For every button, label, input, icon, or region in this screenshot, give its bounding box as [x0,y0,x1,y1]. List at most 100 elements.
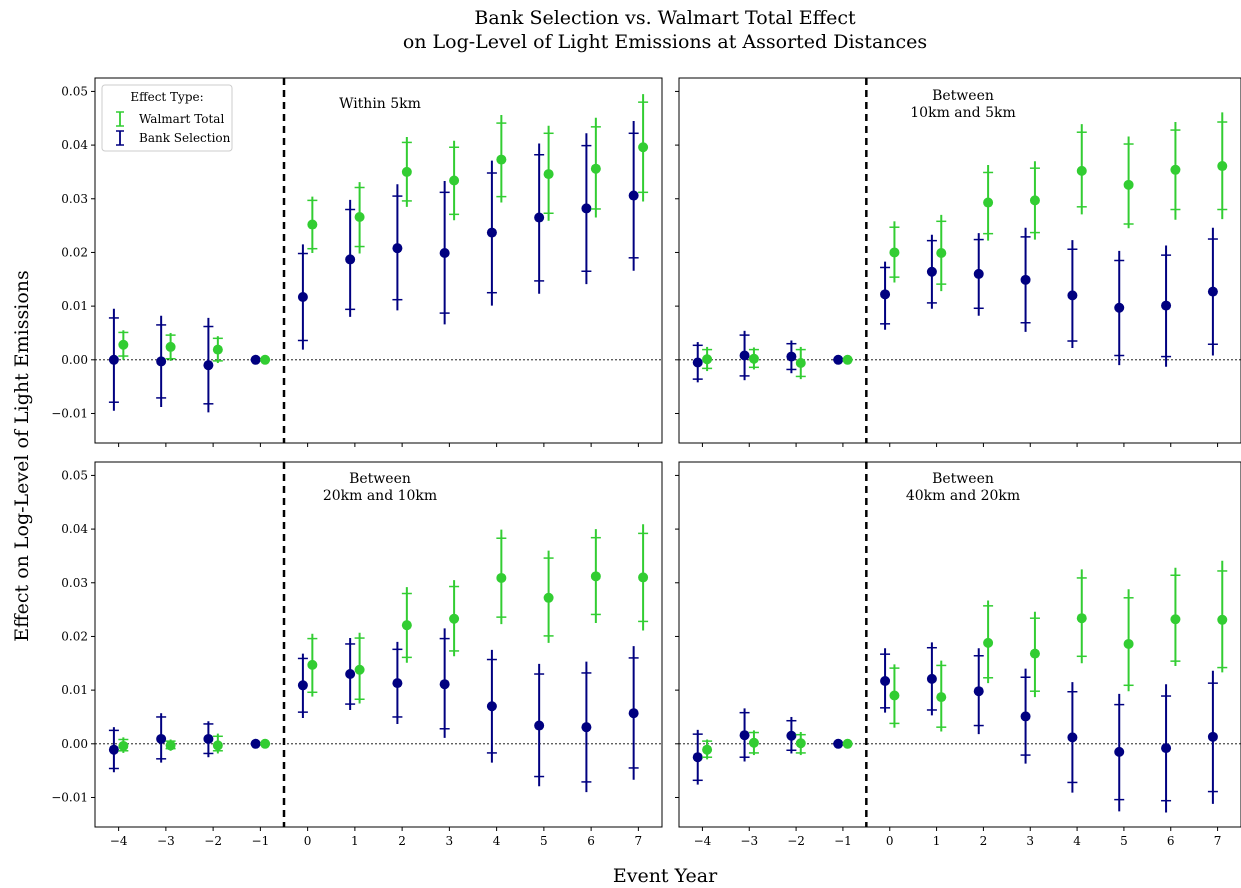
walmart-point [496,572,507,583]
bank-point [439,247,450,258]
bank-point [692,357,703,368]
walmart-point [1076,613,1087,624]
x-tick-label: 4 [493,834,501,848]
walmart-point [165,341,176,352]
bank-point [1161,743,1172,754]
walmart-point [748,737,759,748]
bank-point [297,680,308,691]
legend: Effect Type: Walmart Total Bank Selection [101,84,233,152]
bank-point [203,360,214,371]
walmart-point [936,692,947,703]
bank-point [786,730,797,741]
walmart-point [936,247,947,258]
bank-point [739,730,750,741]
bank-point [739,350,750,361]
walmart-point [401,620,412,631]
walmart-point [590,163,601,174]
x-tick-label: −1 [252,834,270,848]
bank-point [1114,302,1125,313]
walmart-point [702,744,713,755]
panel-label: Between [932,471,994,487]
legend-box [101,84,233,152]
walmart-point [1123,179,1134,190]
bank-point [250,354,261,365]
x-tick-label: 2 [980,834,988,848]
y-axis-label: Effect on Log-Level of Light Emissions [11,270,33,641]
bank-point [880,289,891,300]
plot-frame [678,461,1241,828]
bank-point [534,212,545,223]
plot-frame [678,77,1241,444]
walmart-point [118,339,129,350]
x-tick-label: 3 [1026,834,1034,848]
x-tick-label: −3 [157,834,175,848]
bank-point [973,268,984,279]
bank-point [833,738,844,749]
bank-point [250,738,261,749]
y-tick-label: 0.04 [61,138,88,152]
y-tick-label: 0.01 [61,683,88,697]
walmart-point [165,740,176,751]
panels-group: −0.01 0.00 0.01 0.02 0.03 0.04 0.05 Within 5km E… [51,77,1241,848]
bank-point [926,673,937,684]
bank-point [297,292,308,302]
walmart-point [842,354,853,365]
walmart-point [1029,195,1040,206]
walmart-point [1076,165,1087,176]
walmart-point [118,740,129,751]
bank-point [1161,300,1172,311]
x-tick-label: 2 [398,834,406,848]
walmart-point [1217,614,1228,625]
walmart-point [889,690,900,701]
x-tick-label: 0 [886,834,894,848]
y-tick-label: 0.03 [61,192,88,206]
walmart-point [1123,638,1134,649]
x-tick-label: 7 [635,834,643,848]
walmart-point [354,212,365,223]
y-tick-label: −0.01 [51,790,88,804]
y-tick-label: 0.05 [61,468,88,482]
y-tick-label: 0.02 [61,245,88,259]
y-tick-label: −0.01 [51,406,88,420]
panel-label: 20km and 10km [323,488,437,504]
x-tick-label: 6 [1167,834,1175,848]
x-tick-label: −2 [787,834,805,848]
bank-point [1067,732,1078,743]
walmart-point [449,175,460,186]
chart-title-line-1: Bank Selection vs. Walmart Total Effect [474,7,856,29]
walmart-point [260,354,271,365]
walmart-point [1217,161,1228,172]
x-tick-label: −3 [740,834,758,848]
bank-point [108,744,119,755]
walmart-point [543,169,554,180]
bank-point [1020,711,1031,722]
walmart-point [795,738,806,749]
x-axis-label: Event Year [613,865,718,887]
panel-label: Between [349,471,411,487]
bank-point [1020,274,1031,285]
x-tick-label: 5 [1120,834,1128,848]
x-tick-label: −2 [204,834,222,848]
bank-point [203,733,214,744]
bank-point [156,733,167,744]
x-tick-label: 3 [446,834,454,848]
walmart-point [702,354,713,365]
walmart-point [307,219,318,230]
walmart-point [889,247,900,258]
x-tick-label: 1 [933,834,941,848]
panel-1: −0.01 0.00 0.01 0.02 0.03 0.04 0.05 Within 5km E… [51,77,663,447]
y-tick-label: 0.05 [61,84,88,98]
bank-point [833,354,844,365]
y-tick-label: 0.00 [61,737,88,751]
plot-frame [94,77,663,444]
bank-point [108,354,119,365]
walmart-point [748,353,759,364]
x-tick-label: 0 [304,834,312,848]
bank-point [486,227,497,238]
bank-point [1067,290,1078,301]
walmart-point [212,740,223,751]
bank-point [345,254,356,265]
